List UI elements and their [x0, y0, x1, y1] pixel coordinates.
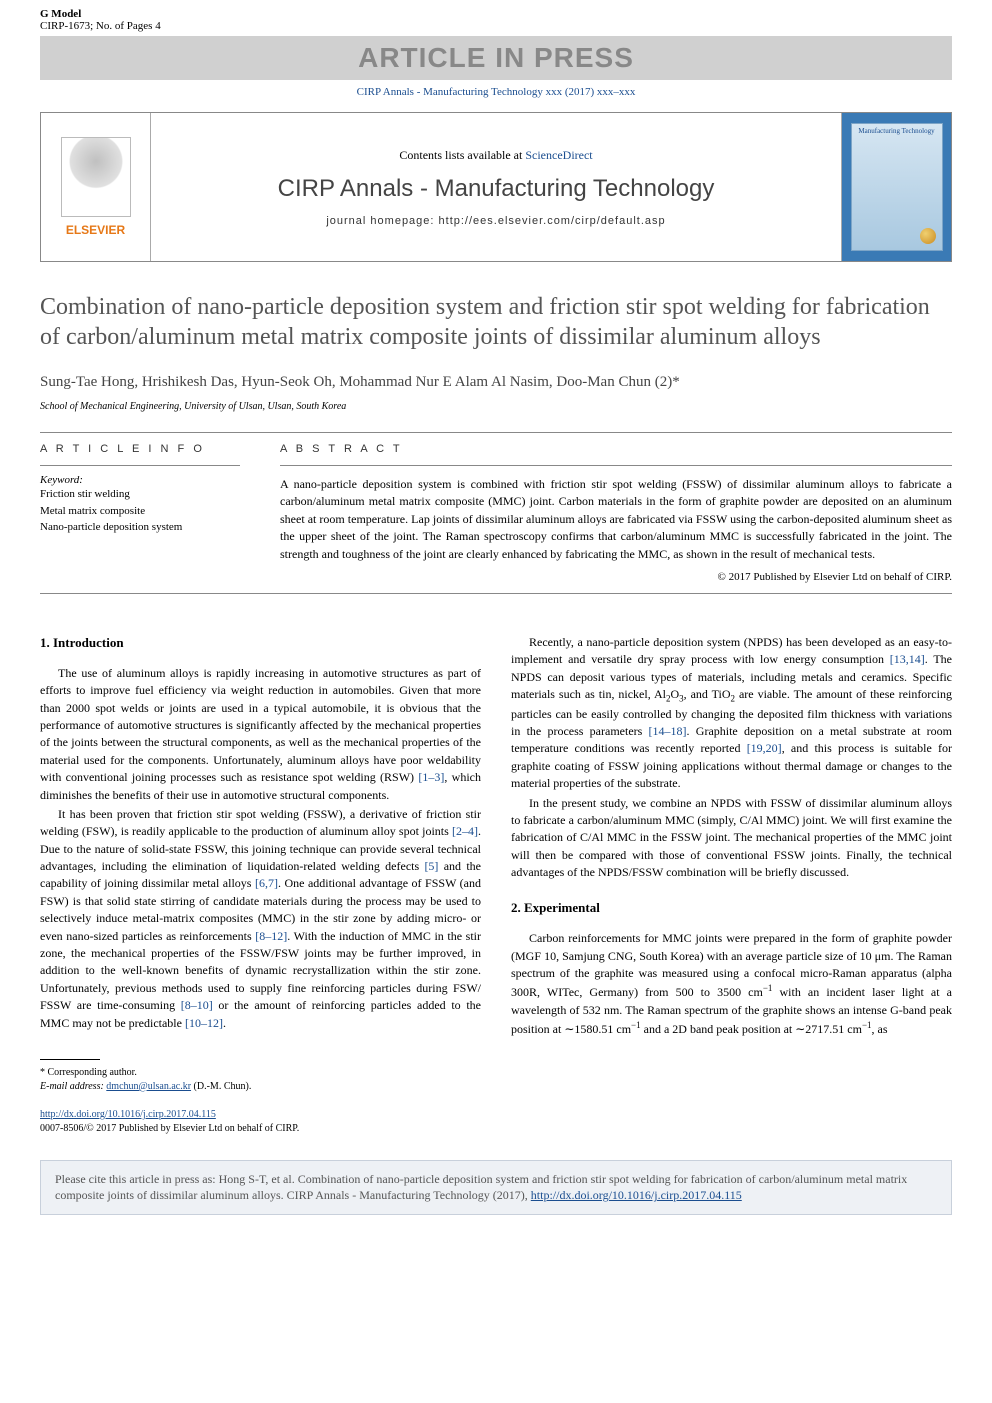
- citation-link[interactable]: [14–18]: [649, 724, 687, 738]
- doi-link[interactable]: http://dx.doi.org/10.1016/j.cirp.2017.04…: [40, 1109, 216, 1120]
- citation-link[interactable]: [8–10]: [181, 998, 213, 1012]
- paragraph: It has been proven that friction stir sp…: [40, 806, 481, 1032]
- citation-link[interactable]: [2–4]: [452, 824, 478, 838]
- journal-cover-thumb: Manufacturing Technology: [851, 123, 943, 251]
- sciencedirect-link[interactable]: ScienceDirect: [525, 148, 592, 162]
- doi-block: http://dx.doi.org/10.1016/j.cirp.2017.04…: [40, 1108, 952, 1136]
- abstract-text: A nano-particle deposition system is com…: [280, 476, 952, 563]
- citation-link[interactable]: [1–3]: [418, 770, 444, 784]
- corresponding-author-note: * Corresponding author.: [40, 1066, 952, 1080]
- section-heading: 1. Introduction: [40, 634, 481, 653]
- top-citation-line: CIRP Annals - Manufacturing Technology x…: [0, 80, 992, 112]
- paragraph: Carbon reinforcements for MMC joints wer…: [511, 930, 952, 1038]
- affiliation: School of Mechanical Engineering, Univer…: [40, 401, 952, 412]
- paragraph: The use of aluminum alloys is rapidly in…: [40, 665, 481, 804]
- article-info-column: A R T I C L E I N F O Keyword: Friction …: [40, 443, 240, 583]
- body-two-column: 1. Introduction The use of aluminum allo…: [40, 634, 952, 1039]
- abstract-heading: A B S T R A C T: [280, 443, 952, 455]
- authors-line: Sung-Tae Hong, Hrishikesh Das, Hyun-Seok…: [40, 372, 952, 393]
- journal-center-cell: Contents lists available at ScienceDirec…: [151, 113, 841, 261]
- divider: [40, 593, 952, 594]
- divider: [40, 432, 952, 433]
- copyright-line: 0007-8506/© 2017 Published by Elsevier L…: [40, 1123, 299, 1134]
- elsevier-tree-icon: [61, 137, 131, 217]
- elsevier-label: ELSEVIER: [66, 223, 125, 237]
- citebox-doi-link[interactable]: http://dx.doi.org/10.1016/j.cirp.2017.04…: [531, 1188, 742, 1202]
- abstract-copyright: © 2017 Published by Elsevier Ltd on beha…: [280, 571, 952, 583]
- article-ref-code: CIRP-1673; No. of Pages 4: [40, 20, 161, 32]
- section-heading: 2. Experimental: [511, 899, 952, 918]
- keyword-item: Friction stir welding: [40, 486, 240, 503]
- article-title: Combination of nano-particle deposition …: [40, 292, 952, 352]
- keyword-item: Nano-particle deposition system: [40, 519, 240, 536]
- email-link[interactable]: dmchun@ulsan.ac.kr: [106, 1081, 191, 1092]
- keyword-label: Keyword:: [40, 474, 240, 486]
- journal-name: CIRP Annals - Manufacturing Technology: [278, 175, 715, 203]
- info-abstract-row: A R T I C L E I N F O Keyword: Friction …: [40, 443, 952, 583]
- gmodel-label: G Model: [40, 8, 161, 20]
- contents-line: Contents lists available at ScienceDirec…: [399, 148, 592, 163]
- citation-link[interactable]: [6,7]: [255, 876, 278, 890]
- article-body: Combination of nano-particle deposition …: [0, 262, 992, 1136]
- journal-homepage-url: http://ees.elsevier.com/cirp/default.asp: [439, 215, 666, 227]
- publisher-logo-cell: ELSEVIER: [41, 113, 151, 261]
- paragraph: Recently, a nano-particle deposition sys…: [511, 634, 952, 793]
- globe-icon: [920, 228, 936, 244]
- paragraph: In the present study, we combine an NPDS…: [511, 795, 952, 882]
- please-cite-box: Please cite this article in press as: Ho…: [40, 1160, 952, 1216]
- citation-link[interactable]: [10–12]: [185, 1016, 223, 1030]
- journal-homepage: journal homepage: http://ees.elsevier.co…: [326, 215, 665, 227]
- abstract-column: A B S T R A C T A nano-particle depositi…: [280, 443, 952, 583]
- running-header: G Model CIRP-1673; No. of Pages 4: [0, 0, 992, 36]
- journal-header-box: ELSEVIER Contents lists available at Sci…: [40, 112, 952, 262]
- citation-link[interactable]: [19,20]: [747, 741, 782, 755]
- citation-link[interactable]: [13,14]: [890, 652, 925, 666]
- article-info-heading: A R T I C L E I N F O: [40, 443, 240, 455]
- keyword-item: Metal matrix composite: [40, 503, 240, 520]
- email-footnote: E-mail address: dmchun@ulsan.ac.kr (D.-M…: [40, 1080, 952, 1094]
- journal-cover-cell: Manufacturing Technology: [841, 113, 951, 261]
- article-in-press-banner: ARTICLE IN PRESS: [40, 36, 952, 80]
- citation-link[interactable]: [8–12]: [255, 929, 287, 943]
- citation-link[interactable]: [5]: [424, 859, 438, 873]
- footnote-divider: [40, 1059, 100, 1060]
